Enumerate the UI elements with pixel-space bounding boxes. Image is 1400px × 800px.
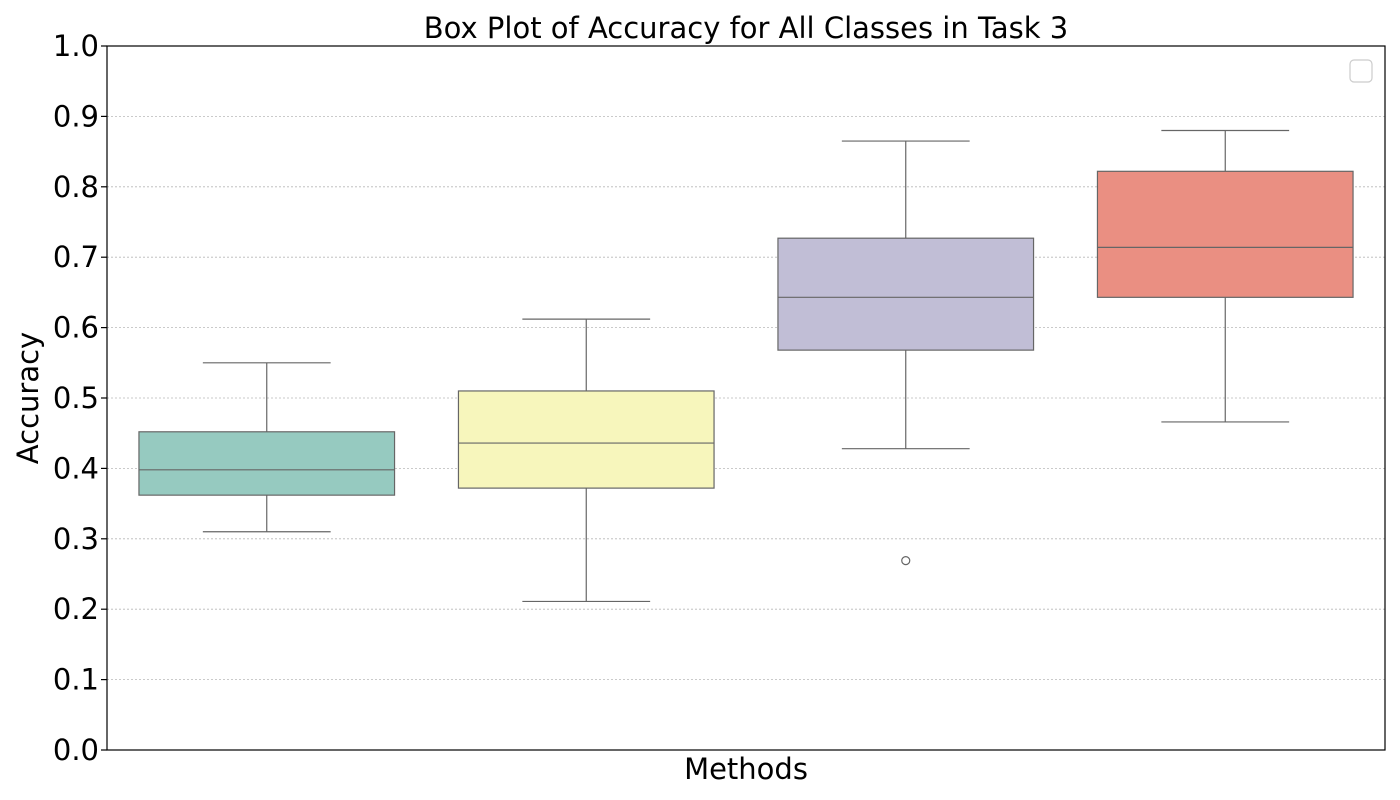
- y-tick-label: 0.7: [53, 240, 99, 274]
- box-iqr: [777, 237, 1035, 351]
- y-tick-label: 0.3: [53, 522, 99, 556]
- box-iqr: [1096, 170, 1354, 298]
- box-group: [138, 362, 396, 533]
- box-series: [138, 129, 1354, 603]
- y-tick-label: 1.0: [53, 29, 99, 63]
- box-group: [457, 318, 715, 603]
- y-tick-label: 0.1: [53, 663, 99, 697]
- y-tick-label: 0.9: [53, 99, 99, 133]
- outlier-point: [901, 556, 911, 566]
- y-tick-label: 0.8: [53, 170, 99, 204]
- chart-title: Box Plot of Accuracy for All Classes in …: [424, 11, 1068, 45]
- legend-box: [1349, 59, 1373, 83]
- x-axis-label: Methods: [684, 752, 808, 786]
- plot-frame: [106, 45, 1386, 751]
- y-tick-label: 0.6: [53, 311, 99, 345]
- y-tick-label: 0.0: [53, 733, 99, 767]
- box-iqr: [138, 431, 396, 496]
- y-axis-label: Accuracy: [11, 332, 45, 464]
- y-tick-label: 0.5: [53, 381, 99, 415]
- y-tick-label: 0.2: [53, 592, 99, 626]
- box-group: [777, 140, 1035, 566]
- y-tick-label: 0.4: [53, 451, 99, 485]
- y-axis-ticks: 0.0 0.1 0.2 0.3 0.4 0.5 0.6 0.7 0.8 0.9 1.0: [53, 29, 107, 767]
- box-group: [1096, 129, 1354, 423]
- box-iqr: [457, 390, 715, 489]
